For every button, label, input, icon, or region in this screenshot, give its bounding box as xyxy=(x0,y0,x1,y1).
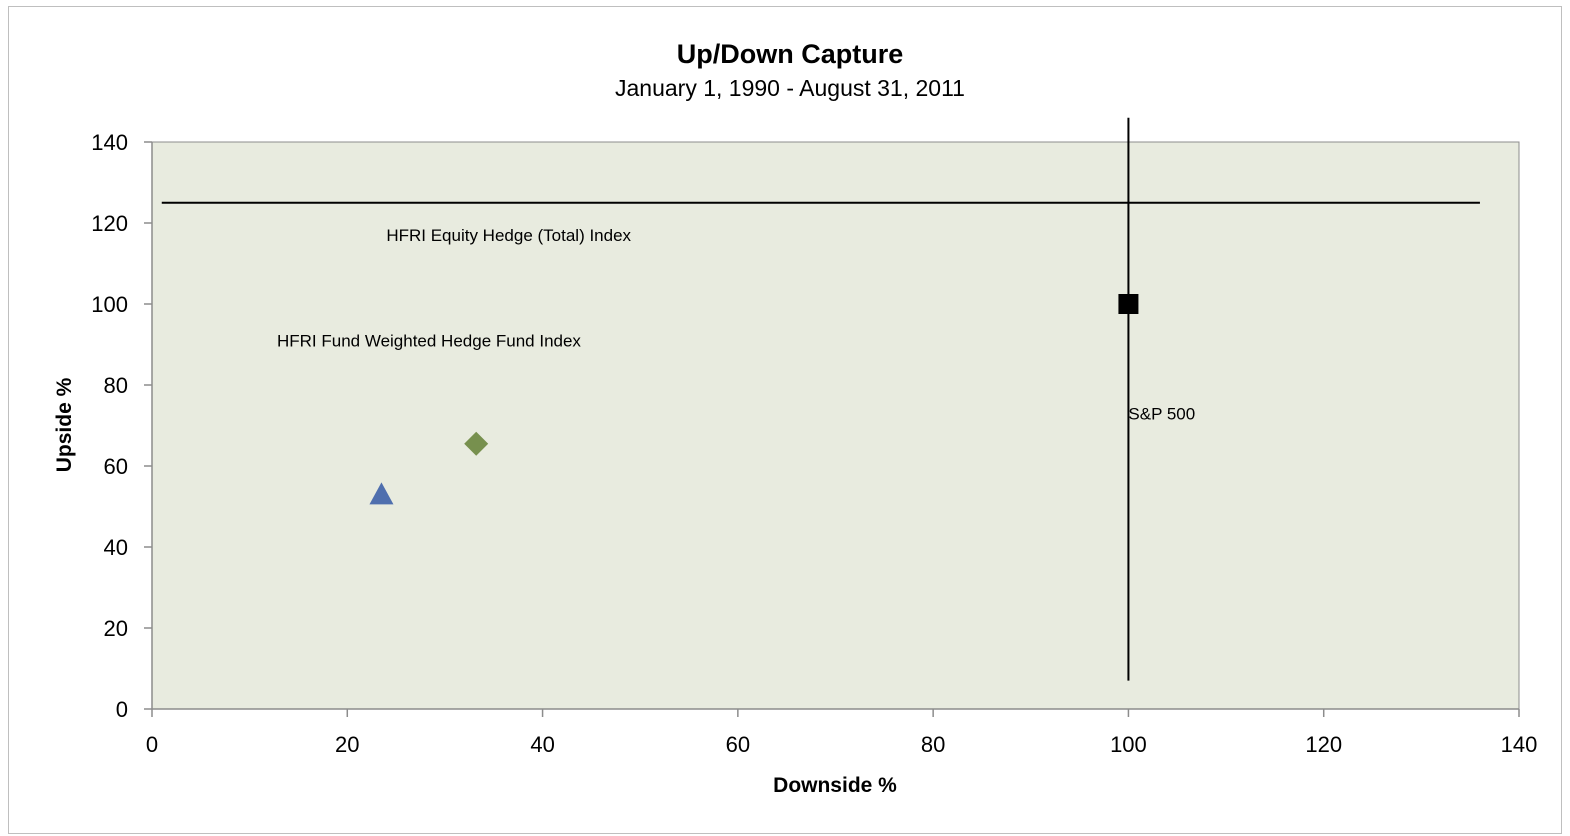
x-tick-label: 140 xyxy=(1501,732,1538,757)
y-axis-title: Upside % xyxy=(53,377,76,472)
data-points xyxy=(369,294,1139,505)
y-tick-label: 100 xyxy=(91,292,128,317)
y-tick-label: 40 xyxy=(104,535,128,560)
chart-subtitle: January 1, 1990 - August 31, 2011 xyxy=(615,75,965,101)
y-tick-label: 0 xyxy=(116,697,128,722)
annotations: HFRI Equity Hedge (Total) Index HFRI Fund… xyxy=(277,226,1195,423)
y-tick-label: 80 xyxy=(104,373,128,398)
plot-area xyxy=(151,141,1520,710)
x-tick-label: 0 xyxy=(146,732,158,757)
y-tick-label: 60 xyxy=(104,454,128,479)
x-tick-label: 120 xyxy=(1305,732,1342,757)
triangle-point xyxy=(369,482,394,505)
chart-title: Up/Down Capture xyxy=(677,39,904,69)
y-tick-label: 20 xyxy=(104,616,128,641)
x-tick-label: 100 xyxy=(1110,732,1147,757)
y-tick-label: 140 xyxy=(91,130,128,155)
x-axis: 0 20 40 60 80 100 120 140 xyxy=(146,708,1538,757)
x-tick-label: 80 xyxy=(921,732,945,757)
x-axis-title: Downside % xyxy=(773,774,897,797)
annotation-label: S&P 500 xyxy=(1128,404,1195,423)
reference-lines xyxy=(161,117,1480,681)
annotation-label: HFRI Equity Hedge (Total) Index xyxy=(386,226,631,245)
square-point xyxy=(1118,294,1139,314)
diamond-point xyxy=(464,431,489,456)
x-tick-label: 60 xyxy=(726,732,750,757)
x-tick-label: 20 xyxy=(335,732,359,757)
y-tick-label: 120 xyxy=(91,211,128,236)
y-axis: 0 20 40 60 80 100 120 140 xyxy=(91,130,153,722)
x-tick-label: 40 xyxy=(530,732,554,757)
annotation-label: HFRI Fund Weighted Hedge Fund Index xyxy=(277,332,581,351)
